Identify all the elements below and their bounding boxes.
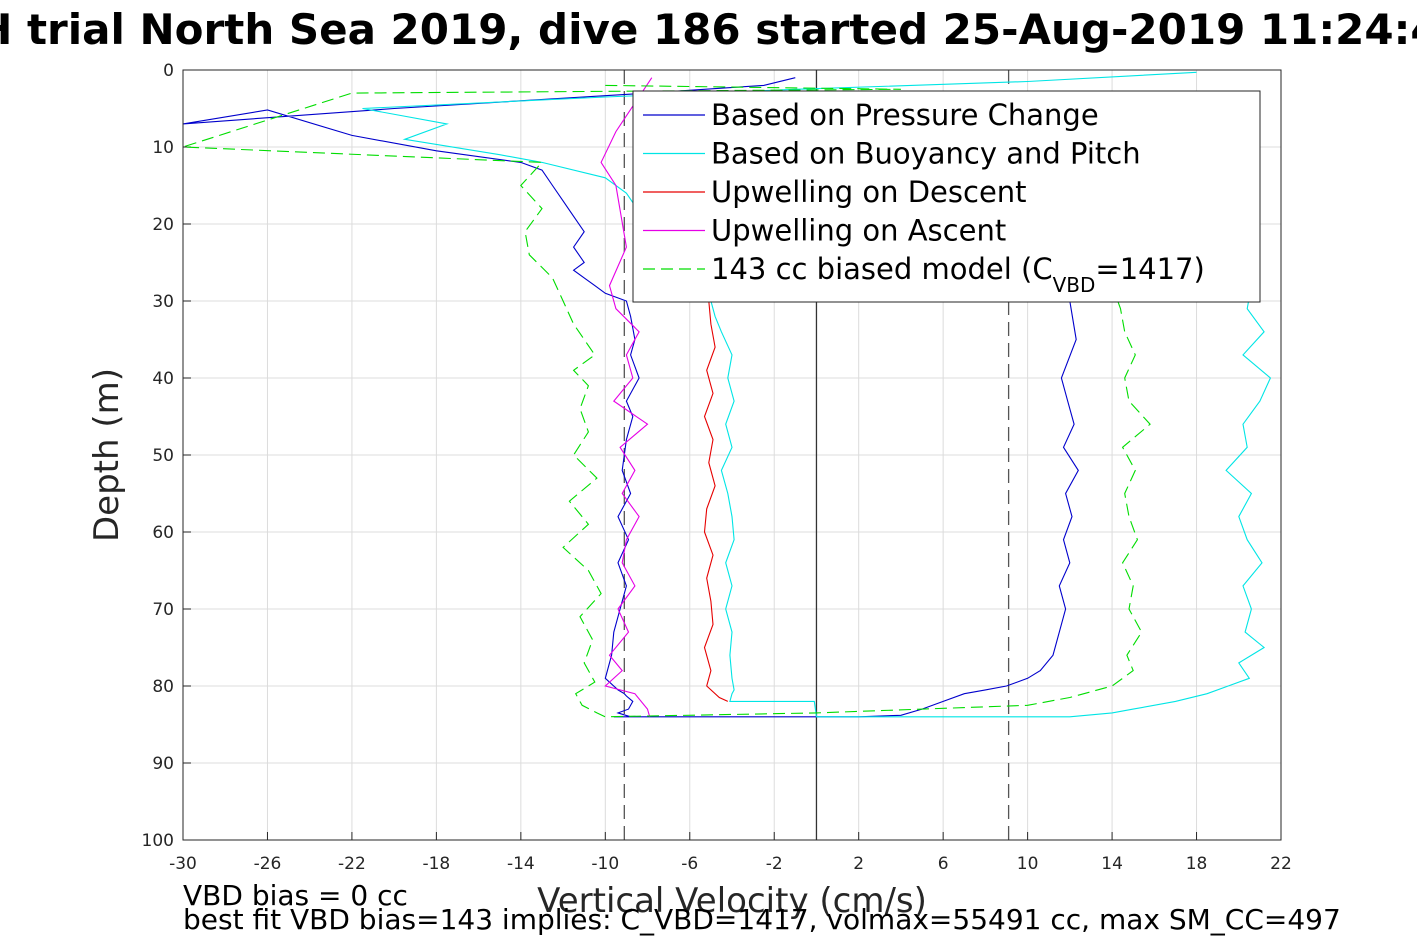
legend-suffix: =1417)	[1095, 252, 1204, 286]
series-line-3	[600, 77, 653, 717]
y-tick-label: 100	[142, 831, 174, 851]
legend-label: Based on Buoyancy and Pitch	[711, 137, 1141, 171]
series-line-0	[182, 77, 1079, 718]
x-tick-label: -30	[169, 854, 197, 874]
x-tick-labels: -30 -26 -22 -18 -14 -10 -6 -2 2 6 10 14 18 22	[169, 854, 1292, 874]
y-tick-label: 10	[152, 138, 174, 158]
legend: Based on Pressure Change Based on Buoyanc…	[632, 90, 1261, 303]
legend-label: Upwelling on Ascent	[711, 214, 1006, 248]
y-tick-label: 0	[163, 61, 174, 81]
chart-title: pH trial North Sea 2019, dive 186 starte…	[0, 5, 1417, 54]
x-tick-label: 14	[1101, 854, 1123, 874]
x-tick-label: 2	[853, 854, 864, 874]
footer-line-1: VBD bias = 0 cc	[183, 879, 408, 912]
series-line-2	[658, 119, 733, 702]
legend-label: Upwelling on Descent	[711, 175, 1027, 209]
x-tick-label: 22	[1270, 854, 1292, 874]
y-tick-label: 20	[152, 215, 174, 235]
y-tick-label: 80	[152, 677, 174, 697]
legend-entry: Upwelling on Ascent	[711, 214, 1006, 248]
y-tick-label: 30	[152, 292, 174, 312]
x-tick-label: 6	[938, 854, 949, 874]
legend-label: Based on Pressure Change	[711, 98, 1099, 132]
x-tick-label: -2	[766, 854, 783, 874]
legend-entry: Upwelling on Descent	[711, 175, 1027, 209]
x-axis-label: Vertical Velocity (cm/s)	[537, 881, 927, 921]
y-axis-label: Depth (m)	[87, 368, 127, 542]
y-tick-label: 70	[152, 600, 174, 620]
y-tick-label: 40	[152, 369, 174, 389]
x-tick-label: 18	[1186, 854, 1208, 874]
legend-entry: Based on Buoyancy and Pitch	[711, 137, 1141, 171]
legend-entry: 143 cc biased model (CVBD=1417)	[711, 252, 1205, 297]
y-tick-label: 50	[152, 446, 174, 466]
legend-subscript: VBD	[1053, 273, 1096, 297]
series-line-4	[182, 84, 1151, 718]
x-tick-label: -10	[591, 854, 619, 874]
legend-label: 143 cc biased model (C	[711, 252, 1053, 286]
x-tick-label: 10	[1017, 854, 1039, 874]
y-tick-label: 90	[152, 754, 174, 774]
legend-box	[632, 90, 1261, 303]
x-tick-label: -14	[507, 854, 535, 874]
footer-line-2: best fit VBD bias=143 implies: C_VBD=141…	[183, 903, 1341, 936]
x-tick-label: -18	[422, 854, 450, 874]
legend-entry: Based on Pressure Change	[711, 98, 1099, 132]
x-tick-label: -22	[338, 854, 366, 874]
plot-area	[182, 69, 1282, 841]
y-tick-labels: 0 10 20 30 40 50 60 70 80 90 100	[142, 61, 174, 851]
x-tick-label: -26	[254, 854, 282, 874]
x-tick-label: -6	[681, 854, 698, 874]
y-tick-label: 60	[152, 523, 174, 543]
